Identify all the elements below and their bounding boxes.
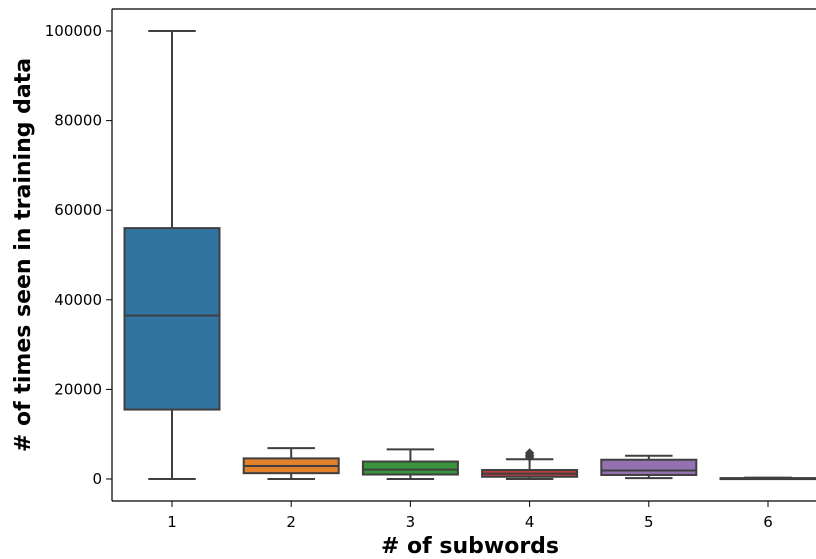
y-tick-label: 80000: [54, 112, 102, 130]
x-tick-label: 5: [644, 513, 654, 531]
outlier-point: [524, 448, 535, 458]
x-tick-label: 2: [286, 513, 296, 531]
x-tick-label: 1: [167, 513, 177, 531]
y-tick-label: 20000: [54, 380, 102, 398]
axes: [106, 8, 816, 507]
x-tick-label: 3: [406, 513, 416, 531]
x-tick-label: 4: [525, 513, 535, 531]
box-group-6: [719, 476, 816, 481]
box-group-4: [481, 448, 579, 480]
box-group-1: [123, 30, 221, 480]
y-tick-label: 40000: [54, 291, 102, 309]
box-group-2: [242, 447, 340, 480]
y-axis-label: # of times seen in training data: [11, 58, 36, 452]
tick-labels: 0 20000 40000 60000 80000 100000 1 2 3 4 5 6: [45, 22, 773, 531]
box-body: [361, 460, 459, 476]
box-body: [600, 458, 698, 476]
y-tick-label: 60000: [54, 201, 102, 219]
y-tick-label: 100000: [45, 22, 102, 40]
box-group-5: [600, 454, 698, 480]
boxes: [123, 30, 816, 481]
x-tick-label: 6: [763, 513, 773, 531]
x-axis-label: # of subwords: [381, 534, 559, 559]
box-group-3: [361, 448, 459, 480]
box-body: [123, 227, 221, 411]
y-tick-label: 0: [92, 470, 102, 488]
